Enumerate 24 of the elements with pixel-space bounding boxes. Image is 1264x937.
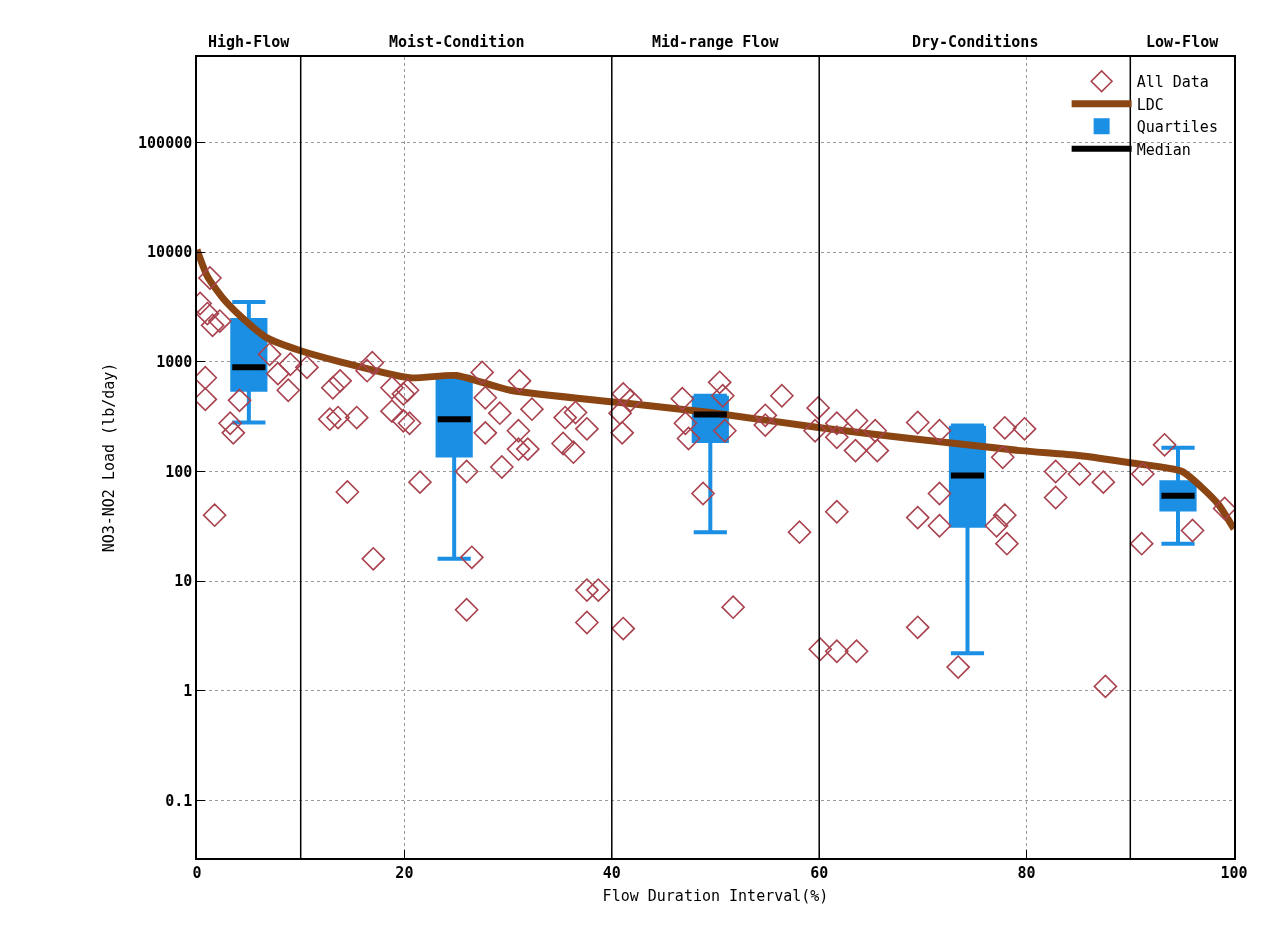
legend-label: Median [1136,140,1191,159]
y-tick-label: 1 [183,682,193,701]
text: Low-Flow [1146,33,1220,51]
x-tick-label: 60 [810,863,829,882]
y-tick-label: 1000 [156,353,193,372]
x-tick-label: 40 [602,863,621,882]
text: Dry-Conditions [912,33,1039,51]
text: High-Flow [208,33,291,51]
text: Mid-range Flow [652,33,780,51]
x-tick-label: 20 [395,863,414,882]
y-tick-label: 100000 [138,133,193,152]
legend-label: LDC [1136,95,1164,114]
y-axis-title: NO3-NO2 Load (lb/day) [99,362,118,553]
x-axis-title: Flow Duration Interval(%) [602,887,829,906]
y-tick-label: 100 [165,462,193,481]
y-tick-label: 0.1 [165,791,193,810]
text: Moist-Condition [389,33,525,51]
legend-label: Quartiles [1136,118,1218,137]
x-tick-label: 100 [1220,863,1248,882]
y-tick-label: 10 [174,572,193,591]
x-tick-label: 0 [192,863,202,882]
y-tick-label: 10000 [147,243,193,262]
legend-label: All Data [1136,73,1209,92]
x-tick-label: 80 [1017,863,1036,882]
